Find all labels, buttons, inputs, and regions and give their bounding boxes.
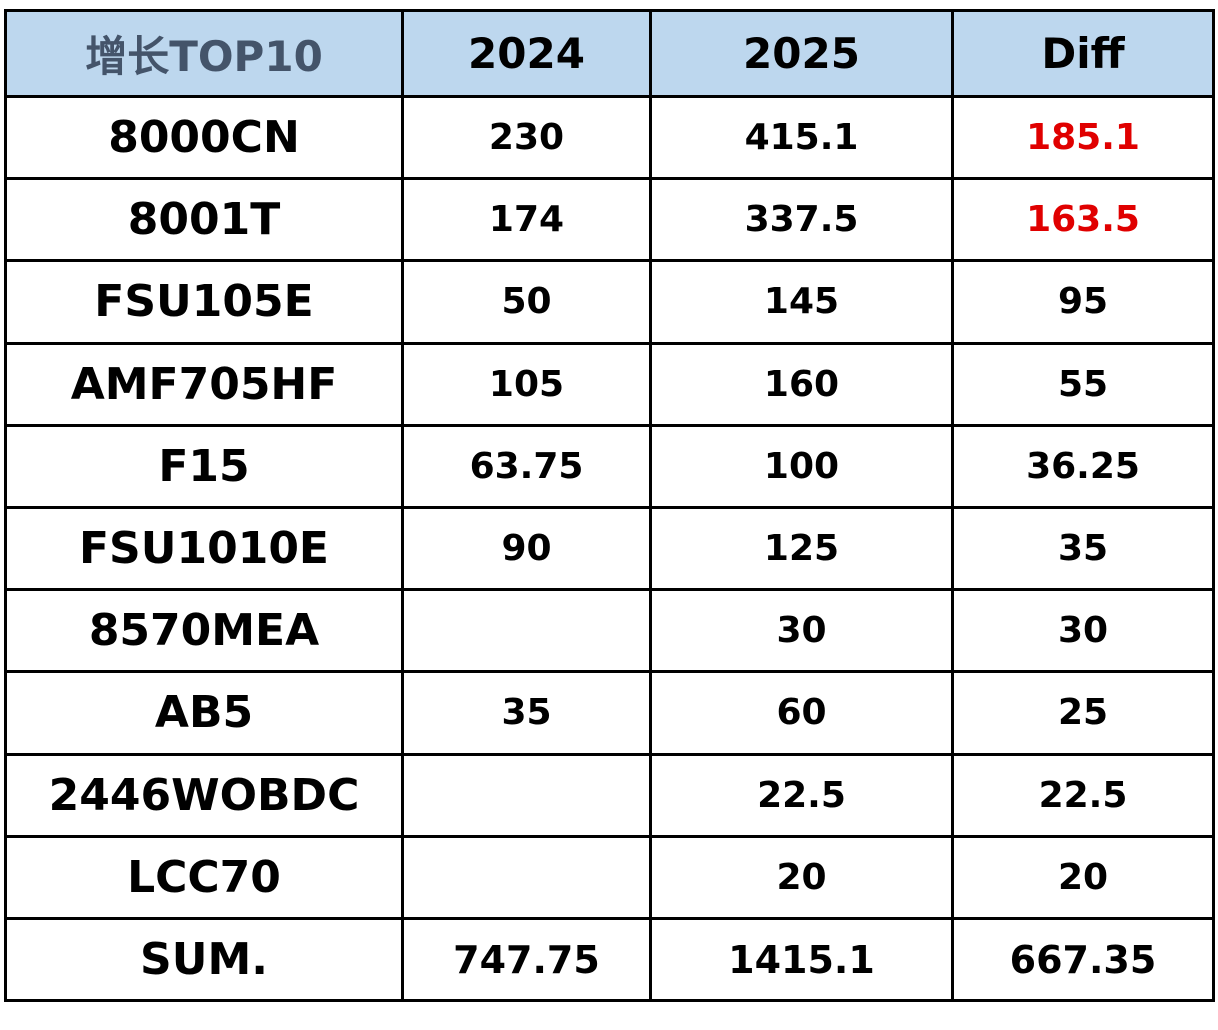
sum-2024-cell: 747.75 xyxy=(401,917,652,1002)
table-row: 8000CN 230 415.1 185.1 xyxy=(4,94,1215,181)
value-2025-cell: 30 xyxy=(649,588,954,674)
table-row: 2446WOBDC 22.5 22.5 xyxy=(4,752,1215,838)
sum-row: SUM. 747.75 1415.1 667.35 xyxy=(4,917,1215,1002)
table-row: FSU1010E 90 125 35 xyxy=(4,505,1215,592)
value-2024-cell: 105 xyxy=(401,341,652,427)
product-name-cell: AB5 xyxy=(4,670,404,756)
diff-cell: 20 xyxy=(951,834,1215,921)
value-2025-cell: 337.5 xyxy=(649,177,954,263)
product-name-cell: 8001T xyxy=(4,177,404,263)
diff-cell: 36.25 xyxy=(951,423,1215,509)
diff-cell: 30 xyxy=(951,588,1215,674)
sum-diff-cell: 667.35 xyxy=(951,917,1215,1002)
value-2024-cell: 35 xyxy=(401,670,652,756)
value-2025-cell: 60 xyxy=(649,670,954,756)
value-2024-cell: 230 xyxy=(401,94,652,181)
product-name-cell: LCC70 xyxy=(4,834,404,921)
table-row: F15 63.75 100 36.25 xyxy=(4,423,1215,509)
value-2025-cell: 22.5 xyxy=(649,752,954,838)
value-2024-cell xyxy=(401,834,652,921)
value-2024-cell: 63.75 xyxy=(401,423,652,509)
diff-cell: 163.5 xyxy=(951,177,1215,263)
value-2025-cell: 415.1 xyxy=(649,94,954,181)
header-cell-2024: 2024 xyxy=(401,9,652,98)
table-row: LCC70 20 20 xyxy=(4,834,1215,921)
diff-cell: 35 xyxy=(951,505,1215,592)
product-name-cell: 8570MEA xyxy=(4,588,404,674)
product-name-cell: F15 xyxy=(4,423,404,509)
sum-2025-cell: 1415.1 xyxy=(649,917,954,1002)
table-row: 8001T 174 337.5 163.5 xyxy=(4,177,1215,263)
diff-cell: 185.1 xyxy=(951,94,1215,181)
table-row: AB5 35 60 25 xyxy=(4,670,1215,756)
product-name-cell: FSU1010E xyxy=(4,505,404,592)
header-cell-diff: Diff xyxy=(951,9,1215,98)
header-cell-name: 增长TOP10 xyxy=(4,9,404,98)
value-2025-cell: 20 xyxy=(649,834,954,921)
table-row: AMF705HF 105 160 55 xyxy=(4,341,1215,427)
value-2025-cell: 100 xyxy=(649,423,954,509)
value-2024-cell xyxy=(401,588,652,674)
diff-cell: 55 xyxy=(951,341,1215,427)
value-2024-cell xyxy=(401,752,652,838)
table-row: 8570MEA 30 30 xyxy=(4,588,1215,674)
header-cell-2025: 2025 xyxy=(649,9,954,98)
value-2025-cell: 145 xyxy=(649,259,954,345)
table-row: FSU105E 50 145 95 xyxy=(4,259,1215,345)
value-2025-cell: 125 xyxy=(649,505,954,592)
product-name-cell: AMF705HF xyxy=(4,341,404,427)
value-2024-cell: 50 xyxy=(401,259,652,345)
table-body: 8000CN 230 415.1 185.1 8001T 174 337.5 163.5 FSU… xyxy=(4,94,1215,921)
value-2025-cell: 160 xyxy=(649,341,954,427)
diff-cell: 25 xyxy=(951,670,1215,756)
value-2024-cell: 174 xyxy=(401,177,652,263)
diff-cell: 95 xyxy=(951,259,1215,345)
sum-label-cell: SUM. xyxy=(4,917,404,1002)
header-row: 增长TOP10 2024 2025 Diff xyxy=(4,9,1215,98)
diff-cell: 22.5 xyxy=(951,752,1215,838)
growth-top10-table: 增长TOP10 2024 2025 Diff 8000CN 230 415.1 185… xyxy=(4,9,1215,1002)
value-2024-cell: 90 xyxy=(401,505,652,592)
product-name-cell: FSU105E xyxy=(4,259,404,345)
product-name-cell: 2446WOBDC xyxy=(4,752,404,838)
product-name-cell: 8000CN xyxy=(4,94,404,181)
